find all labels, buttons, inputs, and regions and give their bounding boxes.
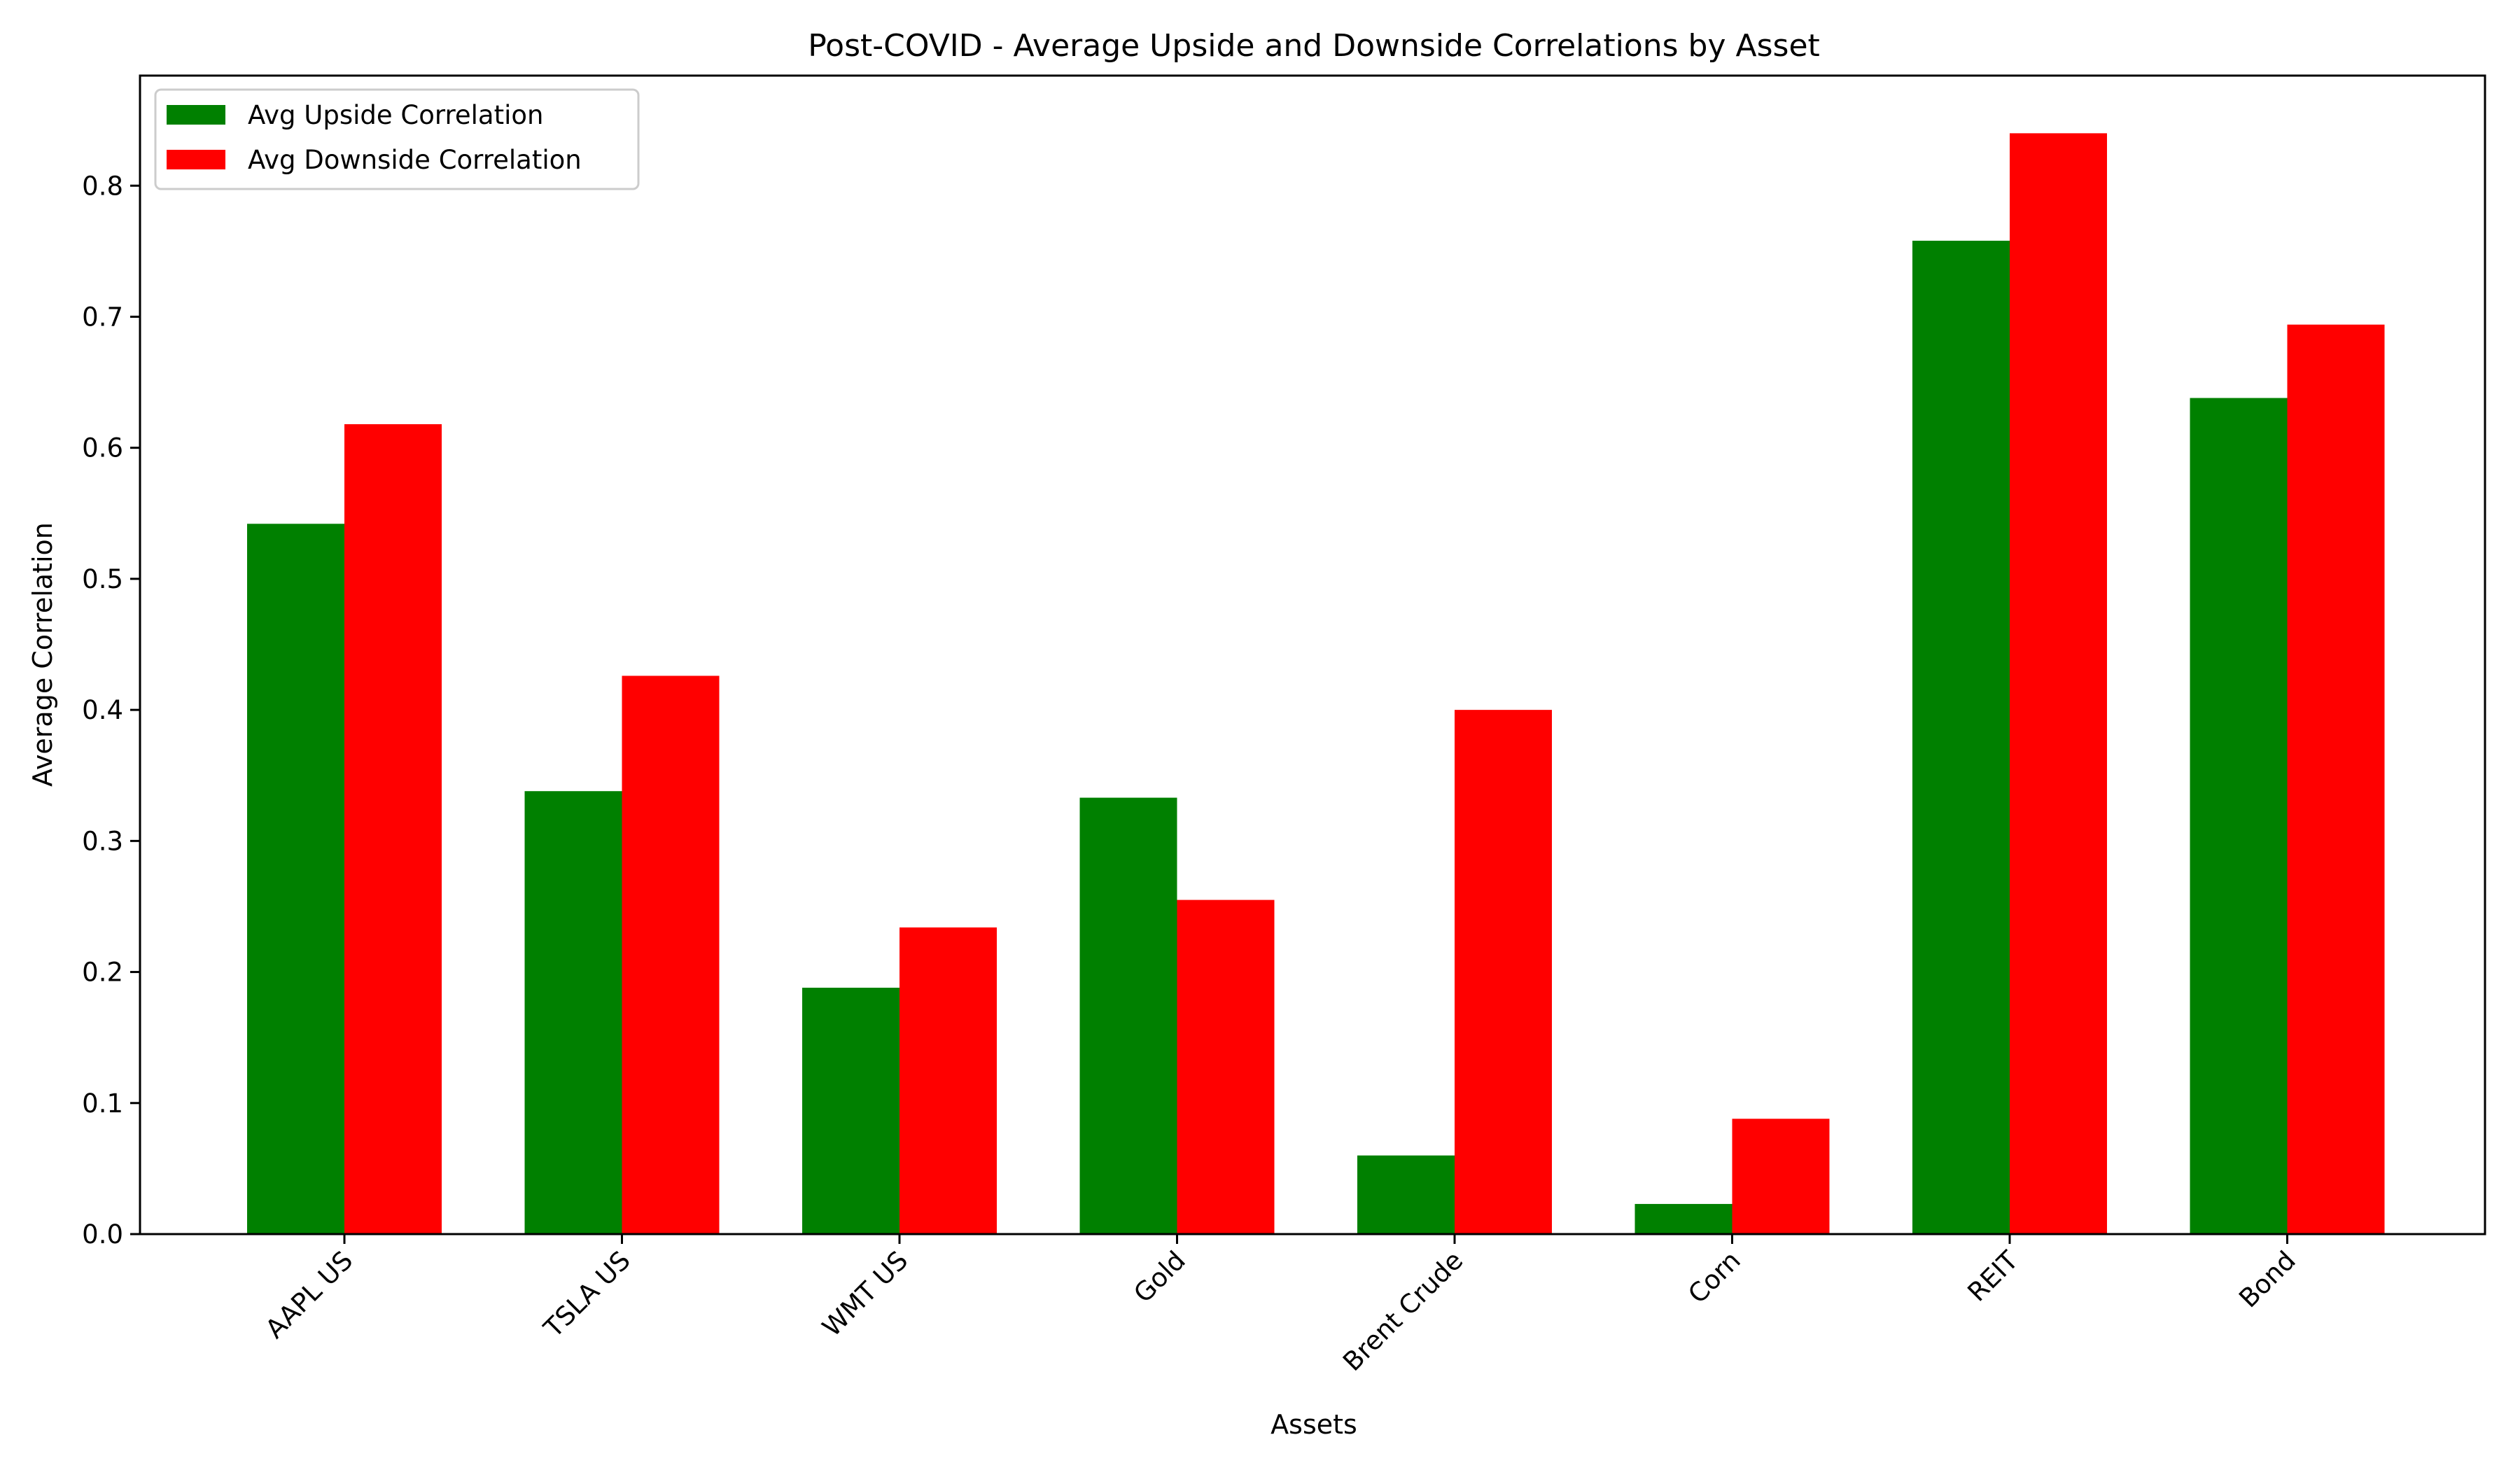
bar-upside-bond bbox=[2190, 398, 2288, 1234]
legend: Avg Upside Correlation Avg Downside Corre… bbox=[154, 88, 640, 190]
x-axis-label: Assets bbox=[1270, 1409, 1357, 1440]
legend-label-upside: Avg Upside Correlation bbox=[248, 100, 543, 130]
x-tick-label: Gold bbox=[1128, 1245, 1191, 1309]
legend-swatch-downside bbox=[167, 150, 225, 169]
bar-downside-brent-crude bbox=[1455, 710, 1552, 1234]
bar-downside-reit bbox=[2010, 133, 2107, 1234]
x-tick-label: Brent Crude bbox=[1337, 1245, 1469, 1377]
x-tick-label: WMT US bbox=[816, 1245, 913, 1343]
y-tick-label: 0.3 bbox=[82, 826, 123, 856]
y-tick-label: 0.8 bbox=[82, 171, 123, 201]
bar-downside-gold bbox=[1177, 899, 1275, 1234]
x-tick-label: Bond bbox=[2233, 1245, 2302, 1314]
y-tick-label: 0.4 bbox=[82, 695, 123, 725]
legend-box bbox=[154, 88, 640, 190]
x-tick-label: Corn bbox=[1682, 1245, 1746, 1310]
bar-upside-corn bbox=[1634, 1203, 1732, 1234]
x-tick-label: AAPL US bbox=[260, 1245, 358, 1344]
bar-upside-wmt-us bbox=[802, 988, 899, 1234]
legend-swatch-upside bbox=[167, 105, 225, 125]
bar-upside-tsla-us bbox=[524, 791, 622, 1234]
y-tick-label: 0.0 bbox=[82, 1219, 123, 1250]
bar-downside-aapl-us bbox=[344, 424, 442, 1234]
bar-downside-wmt-us bbox=[899, 927, 997, 1234]
bar-downside-tsla-us bbox=[622, 676, 720, 1234]
legend-label-downside: Avg Downside Correlation bbox=[248, 145, 582, 175]
y-tick-label: 0.5 bbox=[82, 564, 123, 594]
x-tick-label: REIT bbox=[1962, 1245, 2024, 1308]
y-tick-label: 0.2 bbox=[82, 958, 123, 988]
bar-upside-gold bbox=[1079, 797, 1177, 1234]
bar-downside-bond bbox=[2287, 324, 2385, 1235]
y-tick-label: 0.6 bbox=[82, 433, 123, 463]
y-tick-label: 0.1 bbox=[82, 1088, 123, 1119]
chart-title: Post-COVID - Average Upside and Downside… bbox=[808, 28, 1820, 64]
bar-upside-aapl-us bbox=[247, 524, 344, 1234]
y-tick-label: 0.7 bbox=[82, 302, 123, 332]
plot-area: AAPL US TSLA US WMT US Gold Brent Crude Corn R… bbox=[82, 133, 2385, 1377]
bar-upside-reit bbox=[1912, 240, 2010, 1234]
y-axis-label: Average Correlation bbox=[27, 522, 58, 787]
bar-upside-brent-crude bbox=[1357, 1155, 1455, 1234]
x-tick-label: TSLA US bbox=[538, 1245, 636, 1344]
bar-downside-corn bbox=[1732, 1119, 1830, 1234]
plot-frame bbox=[139, 74, 2486, 1236]
